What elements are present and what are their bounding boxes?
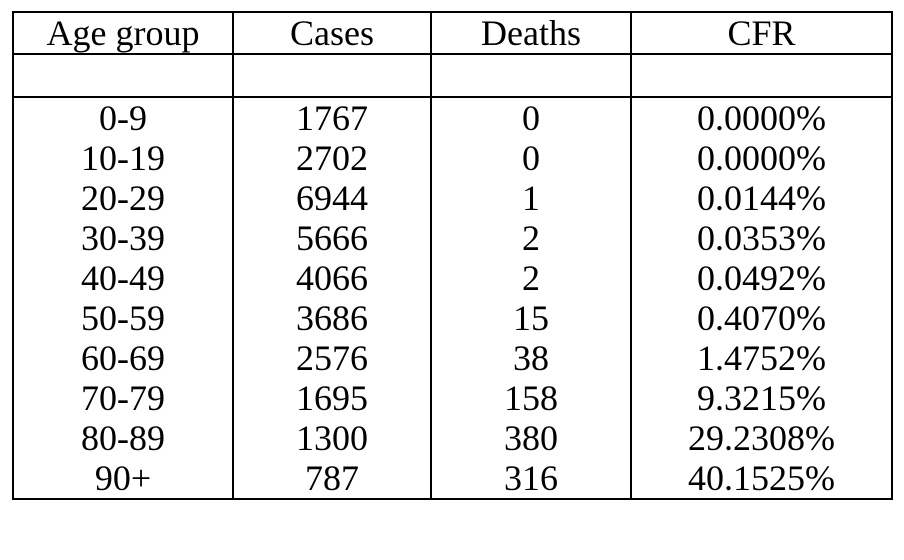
table-row: 10-19 2702 0 0.0000%: [12, 138, 893, 178]
deaths-cell: 1: [430, 178, 632, 218]
cfr-cell: 40.1525%: [630, 458, 893, 500]
deaths-cell: 15: [430, 298, 632, 338]
empty-cell: [630, 53, 893, 98]
table-body: 0-9 1767 0 0.0000% 10-19 2702 0 0.0000% …: [12, 53, 893, 500]
cases-cell: 1300: [232, 418, 432, 458]
cfr-cell: 0.0000%: [630, 138, 893, 178]
cfr-cell: 1.4752%: [630, 338, 893, 378]
age-group-cell: 30-39: [12, 218, 234, 258]
age-group-cell: 80-89: [12, 418, 234, 458]
deaths-cell: 316: [430, 458, 632, 500]
cfr-cell: 0.0000%: [630, 97, 893, 138]
age-group-cell: 50-59: [12, 298, 234, 338]
table-row: 30-39 5666 2 0.0353%: [12, 218, 893, 258]
table-row: 50-59 3686 15 0.4070%: [12, 298, 893, 338]
age-group-cell: 60-69: [12, 338, 234, 378]
header-deaths: Deaths: [430, 11, 632, 55]
cases-cell: 3686: [232, 298, 432, 338]
table-header: Age group Cases Deaths CFR: [12, 11, 893, 55]
age-group-cell: 40-49: [12, 258, 234, 298]
empty-cell: [232, 53, 432, 98]
deaths-cell: 0: [430, 138, 632, 178]
deaths-cell: 158: [430, 378, 632, 418]
header-cfr: CFR: [630, 11, 893, 55]
age-group-cell: 90+: [12, 458, 234, 500]
header-cases: Cases: [232, 11, 432, 55]
table-row: 20-29 6944 1 0.0144%: [12, 178, 893, 218]
table-row: 40-49 4066 2 0.0492%: [12, 258, 893, 298]
header-row: Age group Cases Deaths CFR: [12, 11, 893, 55]
table-row: 60-69 2576 38 1.4752%: [12, 338, 893, 378]
empty-cell: [12, 53, 234, 98]
table-row: 80-89 1300 380 29.2308%: [12, 418, 893, 458]
cfr-cell: 0.0492%: [630, 258, 893, 298]
age-group-cell: 20-29: [12, 178, 234, 218]
cases-cell: 6944: [232, 178, 432, 218]
cases-cell: 1767: [232, 97, 432, 138]
cases-cell: 5666: [232, 218, 432, 258]
cases-cell: 1695: [232, 378, 432, 418]
cases-cell: 4066: [232, 258, 432, 298]
empty-row: [12, 53, 893, 98]
table-row: 0-9 1767 0 0.0000%: [12, 97, 893, 138]
age-group-cfr-table: Age group Cases Deaths CFR 0-9 1767 0 0.…: [12, 11, 893, 500]
table-row: 90+ 787 316 40.1525%: [12, 458, 893, 500]
cfr-cell: 0.0353%: [630, 218, 893, 258]
empty-cell: [430, 53, 632, 98]
deaths-cell: 380: [430, 418, 632, 458]
deaths-cell: 2: [430, 258, 632, 298]
age-group-cell: 10-19: [12, 138, 234, 178]
table-row: 70-79 1695 158 9.3215%: [12, 378, 893, 418]
cfr-cell: 29.2308%: [630, 418, 893, 458]
deaths-cell: 2: [430, 218, 632, 258]
age-group-cell: 0-9: [12, 97, 234, 138]
cases-cell: 787: [232, 458, 432, 500]
header-age-group: Age group: [12, 11, 234, 55]
cfr-cell: 0.0144%: [630, 178, 893, 218]
age-group-cell: 70-79: [12, 378, 234, 418]
cfr-cell: 0.4070%: [630, 298, 893, 338]
cfr-cell: 9.3215%: [630, 378, 893, 418]
deaths-cell: 0: [430, 97, 632, 138]
cases-cell: 2702: [232, 138, 432, 178]
deaths-cell: 38: [430, 338, 632, 378]
cases-cell: 2576: [232, 338, 432, 378]
